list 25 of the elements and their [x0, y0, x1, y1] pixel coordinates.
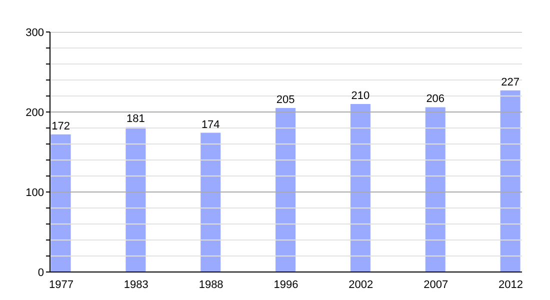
- bar: [126, 127, 146, 272]
- x-tick-label: 1977: [48, 278, 74, 291]
- x-tick-label: 2007: [424, 278, 448, 291]
- bar: [350, 104, 370, 272]
- bar: [500, 90, 520, 272]
- bar: [200, 132, 221, 272]
- y-tick-label: 100: [26, 186, 44, 199]
- bar: [276, 108, 296, 272]
- x-tick-label: 1988: [198, 278, 224, 291]
- y-tick-label: 200: [26, 106, 44, 119]
- data-label: 181: [126, 113, 145, 126]
- data-label: 227: [501, 76, 520, 88]
- y-tick-label: 300: [26, 26, 44, 39]
- x-tick-label: 2002: [348, 278, 374, 291]
- x-tick-label: 1983: [124, 278, 148, 291]
- data-label: 174: [201, 118, 220, 131]
- data-label: 172: [52, 120, 70, 132]
- bar: [50, 134, 71, 272]
- data-label: 206: [426, 93, 445, 106]
- x-tick-label: 1996: [274, 278, 298, 291]
- x-tick-label: 2012: [498, 278, 524, 291]
- y-tick-label: 0: [38, 266, 44, 279]
- bar: [425, 107, 446, 272]
- data-label: 205: [276, 94, 295, 106]
- data-label: 210: [351, 90, 370, 102]
